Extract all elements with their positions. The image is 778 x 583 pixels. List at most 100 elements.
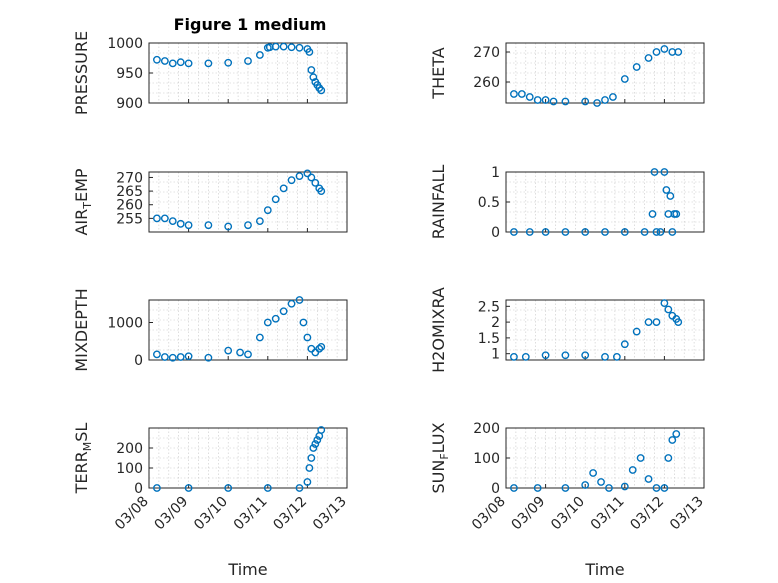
data-point bbox=[561, 484, 570, 492]
data-point bbox=[184, 352, 193, 361]
data-point bbox=[303, 333, 312, 342]
data-point bbox=[640, 228, 649, 236]
data-point bbox=[601, 352, 609, 361]
data-point bbox=[628, 466, 637, 474]
data-point bbox=[521, 352, 530, 361]
data-point bbox=[287, 176, 296, 185]
data-point bbox=[589, 469, 598, 477]
data-point bbox=[204, 353, 213, 362]
data-point bbox=[674, 318, 683, 327]
data-point bbox=[307, 454, 316, 462]
subplot-4: 0 0.5 1 RAINFALL bbox=[429, 165, 705, 241]
subplot-7: 0 100 200 03/08 03/09 03/10 03/11 03/12 03/13 TER… bbox=[72, 423, 350, 579]
y-tick-label: 270 bbox=[473, 45, 500, 61]
data-point bbox=[644, 475, 653, 483]
data-point bbox=[581, 481, 590, 489]
x-tick-label: 03/10 bbox=[191, 494, 231, 534]
y-axis-label: MIXDEPTH bbox=[72, 288, 91, 371]
data-point bbox=[636, 454, 645, 462]
data-point bbox=[668, 436, 677, 444]
x-tick-label: 03/10 bbox=[548, 494, 588, 534]
data-point bbox=[656, 228, 665, 236]
subplot-6: 11.522.5 H2OMIXRA bbox=[429, 287, 705, 373]
data-point bbox=[271, 195, 280, 204]
x-tick-label: 03/12 bbox=[270, 494, 310, 534]
x-tick-label: 03/13 bbox=[310, 494, 350, 534]
y-tick-label: 1.5 bbox=[478, 331, 500, 347]
data-point bbox=[317, 187, 326, 195]
data-point bbox=[601, 96, 609, 104]
y-tick-label: 0 bbox=[491, 481, 500, 497]
data-point bbox=[263, 484, 272, 492]
data-point bbox=[153, 55, 161, 64]
y-tick-label: 255 bbox=[116, 211, 143, 227]
data-point bbox=[255, 217, 264, 225]
data-point bbox=[317, 426, 326, 434]
data-point bbox=[153, 214, 161, 223]
data-point bbox=[303, 169, 312, 178]
y-tick-label: 260 bbox=[116, 198, 143, 214]
data-point bbox=[541, 351, 550, 360]
y-tick-label: 1000 bbox=[107, 36, 143, 52]
y-tick-label: 100 bbox=[116, 461, 143, 477]
data-point bbox=[160, 57, 169, 65]
data-point bbox=[581, 351, 590, 360]
x-axis-label: Time bbox=[584, 560, 624, 579]
x-tick-label: 03/11 bbox=[588, 494, 628, 534]
data-point bbox=[299, 318, 308, 327]
data-point bbox=[517, 90, 526, 98]
axes-frame bbox=[148, 299, 348, 361]
x-tick-label: 03/08 bbox=[469, 494, 509, 534]
y-tick-label: 0 bbox=[491, 225, 500, 241]
x-axis-label: Time bbox=[227, 560, 267, 579]
data-point bbox=[648, 210, 657, 218]
data-point bbox=[525, 228, 534, 236]
data-point bbox=[561, 351, 570, 360]
data-point bbox=[224, 484, 233, 492]
subplot-5: 0 1000 MIXDEPTH bbox=[72, 288, 348, 372]
data-point bbox=[660, 45, 669, 53]
x-tick-label: 03/08 bbox=[112, 494, 152, 534]
y-tick-label: 0.5 bbox=[478, 195, 500, 211]
y-tick-label: 1 bbox=[491, 347, 500, 363]
data-point bbox=[317, 342, 326, 351]
x-tick-label: 03/12 bbox=[627, 494, 667, 534]
y-tick-label: 270 bbox=[116, 170, 143, 186]
data-point bbox=[153, 350, 161, 359]
data-point bbox=[620, 75, 629, 83]
data-point bbox=[184, 484, 193, 492]
data-point bbox=[612, 352, 621, 361]
x-tick-label: 03/09 bbox=[152, 494, 192, 534]
y-tick-label: 0 bbox=[134, 353, 143, 369]
data-point bbox=[525, 93, 534, 101]
data-point bbox=[313, 436, 322, 444]
y-axis-label: H2OMIXRA bbox=[429, 287, 448, 373]
data-point bbox=[664, 305, 673, 314]
data-point bbox=[307, 173, 316, 182]
data-point bbox=[309, 73, 318, 82]
axes-frame bbox=[148, 427, 348, 489]
data-point bbox=[660, 484, 669, 492]
y-tick-label: 200 bbox=[473, 421, 500, 437]
x-tick-label: 03/09 bbox=[509, 494, 549, 534]
data-point bbox=[244, 221, 252, 230]
data-point bbox=[311, 179, 320, 187]
data-point bbox=[279, 184, 288, 193]
data-point bbox=[652, 484, 661, 492]
y-tick-label: 2 bbox=[491, 315, 500, 331]
subplot-8: 0 100 200 03/08 03/09 03/10 03/11 03/12 03/13 SUN… bbox=[429, 421, 707, 579]
y-tick-label: 0 bbox=[134, 481, 143, 497]
data-point bbox=[315, 344, 324, 353]
y-tick-label: 100 bbox=[473, 451, 500, 467]
data-point bbox=[184, 221, 193, 230]
data-point bbox=[609, 93, 617, 101]
data-point bbox=[510, 228, 518, 236]
data-point bbox=[176, 219, 185, 228]
data-point bbox=[224, 58, 233, 67]
y-tick-label: 900 bbox=[116, 96, 143, 112]
data-point bbox=[650, 168, 659, 176]
data-point bbox=[510, 484, 518, 492]
